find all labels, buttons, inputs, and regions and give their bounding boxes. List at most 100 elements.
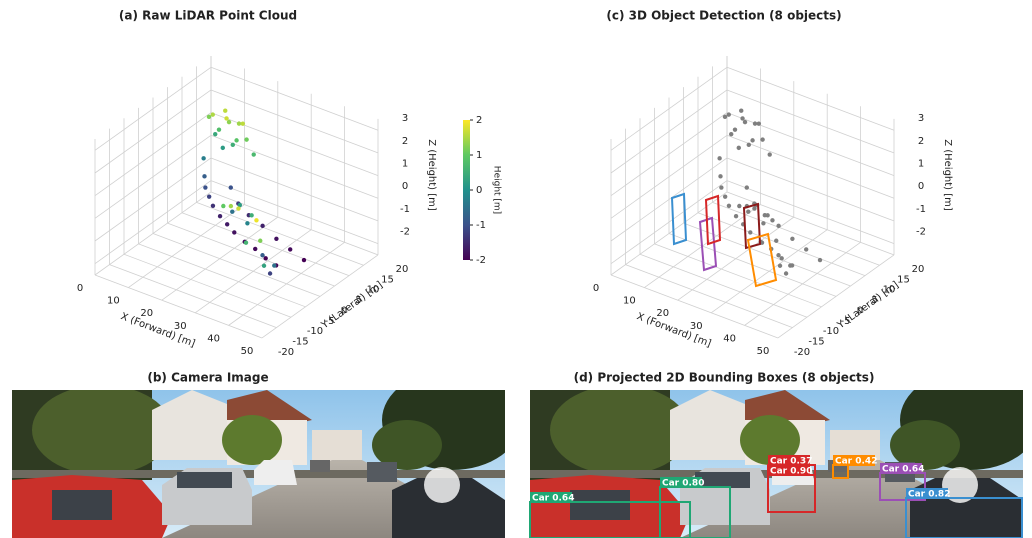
figure: (a) Raw LiDAR Point Cloud (c) 3D Object … [0,0,1032,538]
z-tick-label: 1 [402,159,408,170]
lidar-point [752,206,756,210]
colorbar-tick-label: 0 [476,185,482,196]
lidar-point [245,221,249,225]
lidar-point [753,121,757,125]
lidar-point [729,132,733,136]
lidar-point [258,239,262,243]
lidar-point [274,237,278,241]
panel-title: (d) Projected 2D Bounding Boxes (8 objec… [574,371,875,385]
grid-line [713,202,880,265]
z-tick-label: 3 [918,113,924,124]
z-tick-label: 0 [918,181,924,192]
x-tick-label: 40 [207,333,220,344]
lidar-point [788,263,792,267]
colorbar-tick-label: 1 [476,150,482,161]
x-tick-label: 30 [690,321,703,332]
grid-line [211,113,378,176]
detection-label: Car 0.82 [908,490,950,500]
y-tick-label: 20 [912,264,925,275]
lidar-point [743,120,747,124]
z-tick-label: 2 [402,136,408,147]
lidar-point [263,256,267,260]
lidar-point [734,214,738,218]
grid-line [139,244,306,307]
lidar-point [252,152,256,156]
lidar-point [254,218,258,222]
x-tick-label: 50 [757,346,770,357]
lidar-point [719,185,723,189]
lidar-point [260,224,264,228]
lidar-point [790,237,794,241]
lidar-point [229,204,233,208]
lidar-point [230,209,234,213]
lidar-point [253,247,257,251]
grid-line [168,223,335,286]
x-tick-label: 50 [241,346,254,357]
lidar-point [249,213,253,217]
z-tick-label: 3 [402,113,408,124]
colorbar-tick-label: 2 [476,115,482,126]
grid-line [197,202,364,265]
x-tick-label: 40 [723,333,736,344]
lidar-point [757,121,761,125]
z-tick-label: 0 [402,181,408,192]
lidar-point [224,116,228,120]
lidar-point [804,247,808,251]
lidar-point [818,258,822,262]
lidar-point [211,112,215,116]
lidar-point [740,116,744,120]
lidar-point [776,253,780,257]
lidar-point [288,247,292,251]
lidar-point [745,185,749,189]
grid-line [684,223,851,286]
y-tick-label: 20 [396,264,409,275]
lidar-point [225,222,229,226]
lidar-point [746,209,750,213]
lidar-point [268,271,272,275]
grid-line [153,233,320,296]
lidar-point [723,194,727,198]
y-tick-label: -10 [307,326,323,337]
x-tick-label: 0 [77,283,83,294]
lidar-point [727,112,731,116]
lidar-point [748,230,752,234]
lidar-point [768,152,772,156]
lidar-point [234,138,238,142]
panel-title: (c) 3D Object Detection (8 objects) [606,9,841,23]
y-axis-label: Y (Lateral) [m] [835,280,901,332]
z-tick-label: 2 [918,136,924,147]
lidar-point [778,264,782,268]
lidar-point [765,213,769,217]
lidar-point [229,185,233,189]
x-tick-label: 0 [593,283,599,294]
lidar-point [272,263,276,267]
lidar-point [761,221,765,225]
grid-line [727,158,894,221]
y-tick-label: -20 [278,347,294,358]
lidar-point [737,204,741,208]
lidar-point [760,137,764,141]
colorbar [463,120,470,260]
lidar-point [302,258,306,262]
grid-line [655,244,822,307]
detection-label: Car 0.42 [835,457,877,467]
lidar-point [262,264,266,268]
panel-title: (b) Camera Image [147,371,268,385]
y-tick-label: 15 [381,274,394,285]
lidar-point [207,115,211,119]
lidar-point [218,214,222,218]
grid-line [211,158,378,221]
lidar-point [747,143,751,147]
z-tick-label: -2 [916,227,926,238]
y-tick-label: -15 [292,337,308,348]
lidar-point [784,271,788,275]
lidar-point [207,194,211,198]
colorbar-tick-label: -2 [476,255,486,266]
detection-label: Car 0.64 [882,465,924,475]
colorbar-label: Height [m] [492,166,502,214]
z-tick-label: -1 [400,204,410,215]
lidar-point [739,109,743,113]
x-tick-label: 10 [107,296,120,307]
lidar-point [232,230,236,234]
lidar-point [776,224,780,228]
